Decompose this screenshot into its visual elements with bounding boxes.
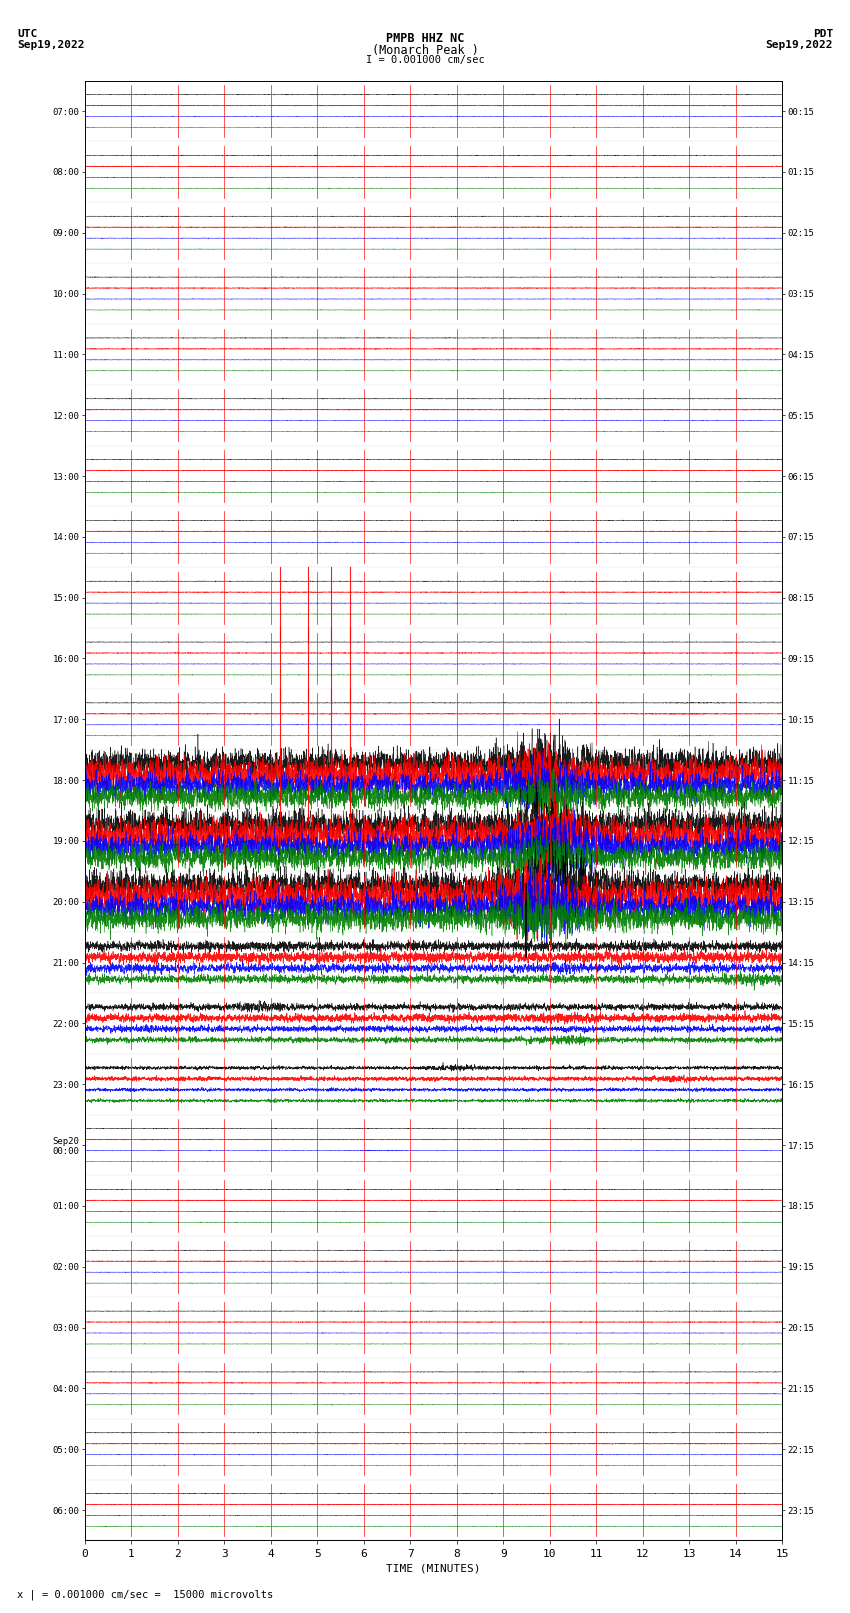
Text: UTC: UTC [17, 29, 37, 39]
Text: PMPB HHZ NC: PMPB HHZ NC [386, 32, 464, 45]
X-axis label: TIME (MINUTES): TIME (MINUTES) [386, 1563, 481, 1574]
Text: PDT: PDT [813, 29, 833, 39]
Text: Sep19,2022: Sep19,2022 [17, 40, 84, 50]
Text: Sep19,2022: Sep19,2022 [766, 40, 833, 50]
Text: (Monarch Peak ): (Monarch Peak ) [371, 44, 479, 56]
Text: x | = 0.001000 cm/sec =  15000 microvolts: x | = 0.001000 cm/sec = 15000 microvolts [17, 1589, 273, 1600]
Text: I = 0.001000 cm/sec: I = 0.001000 cm/sec [366, 55, 484, 65]
